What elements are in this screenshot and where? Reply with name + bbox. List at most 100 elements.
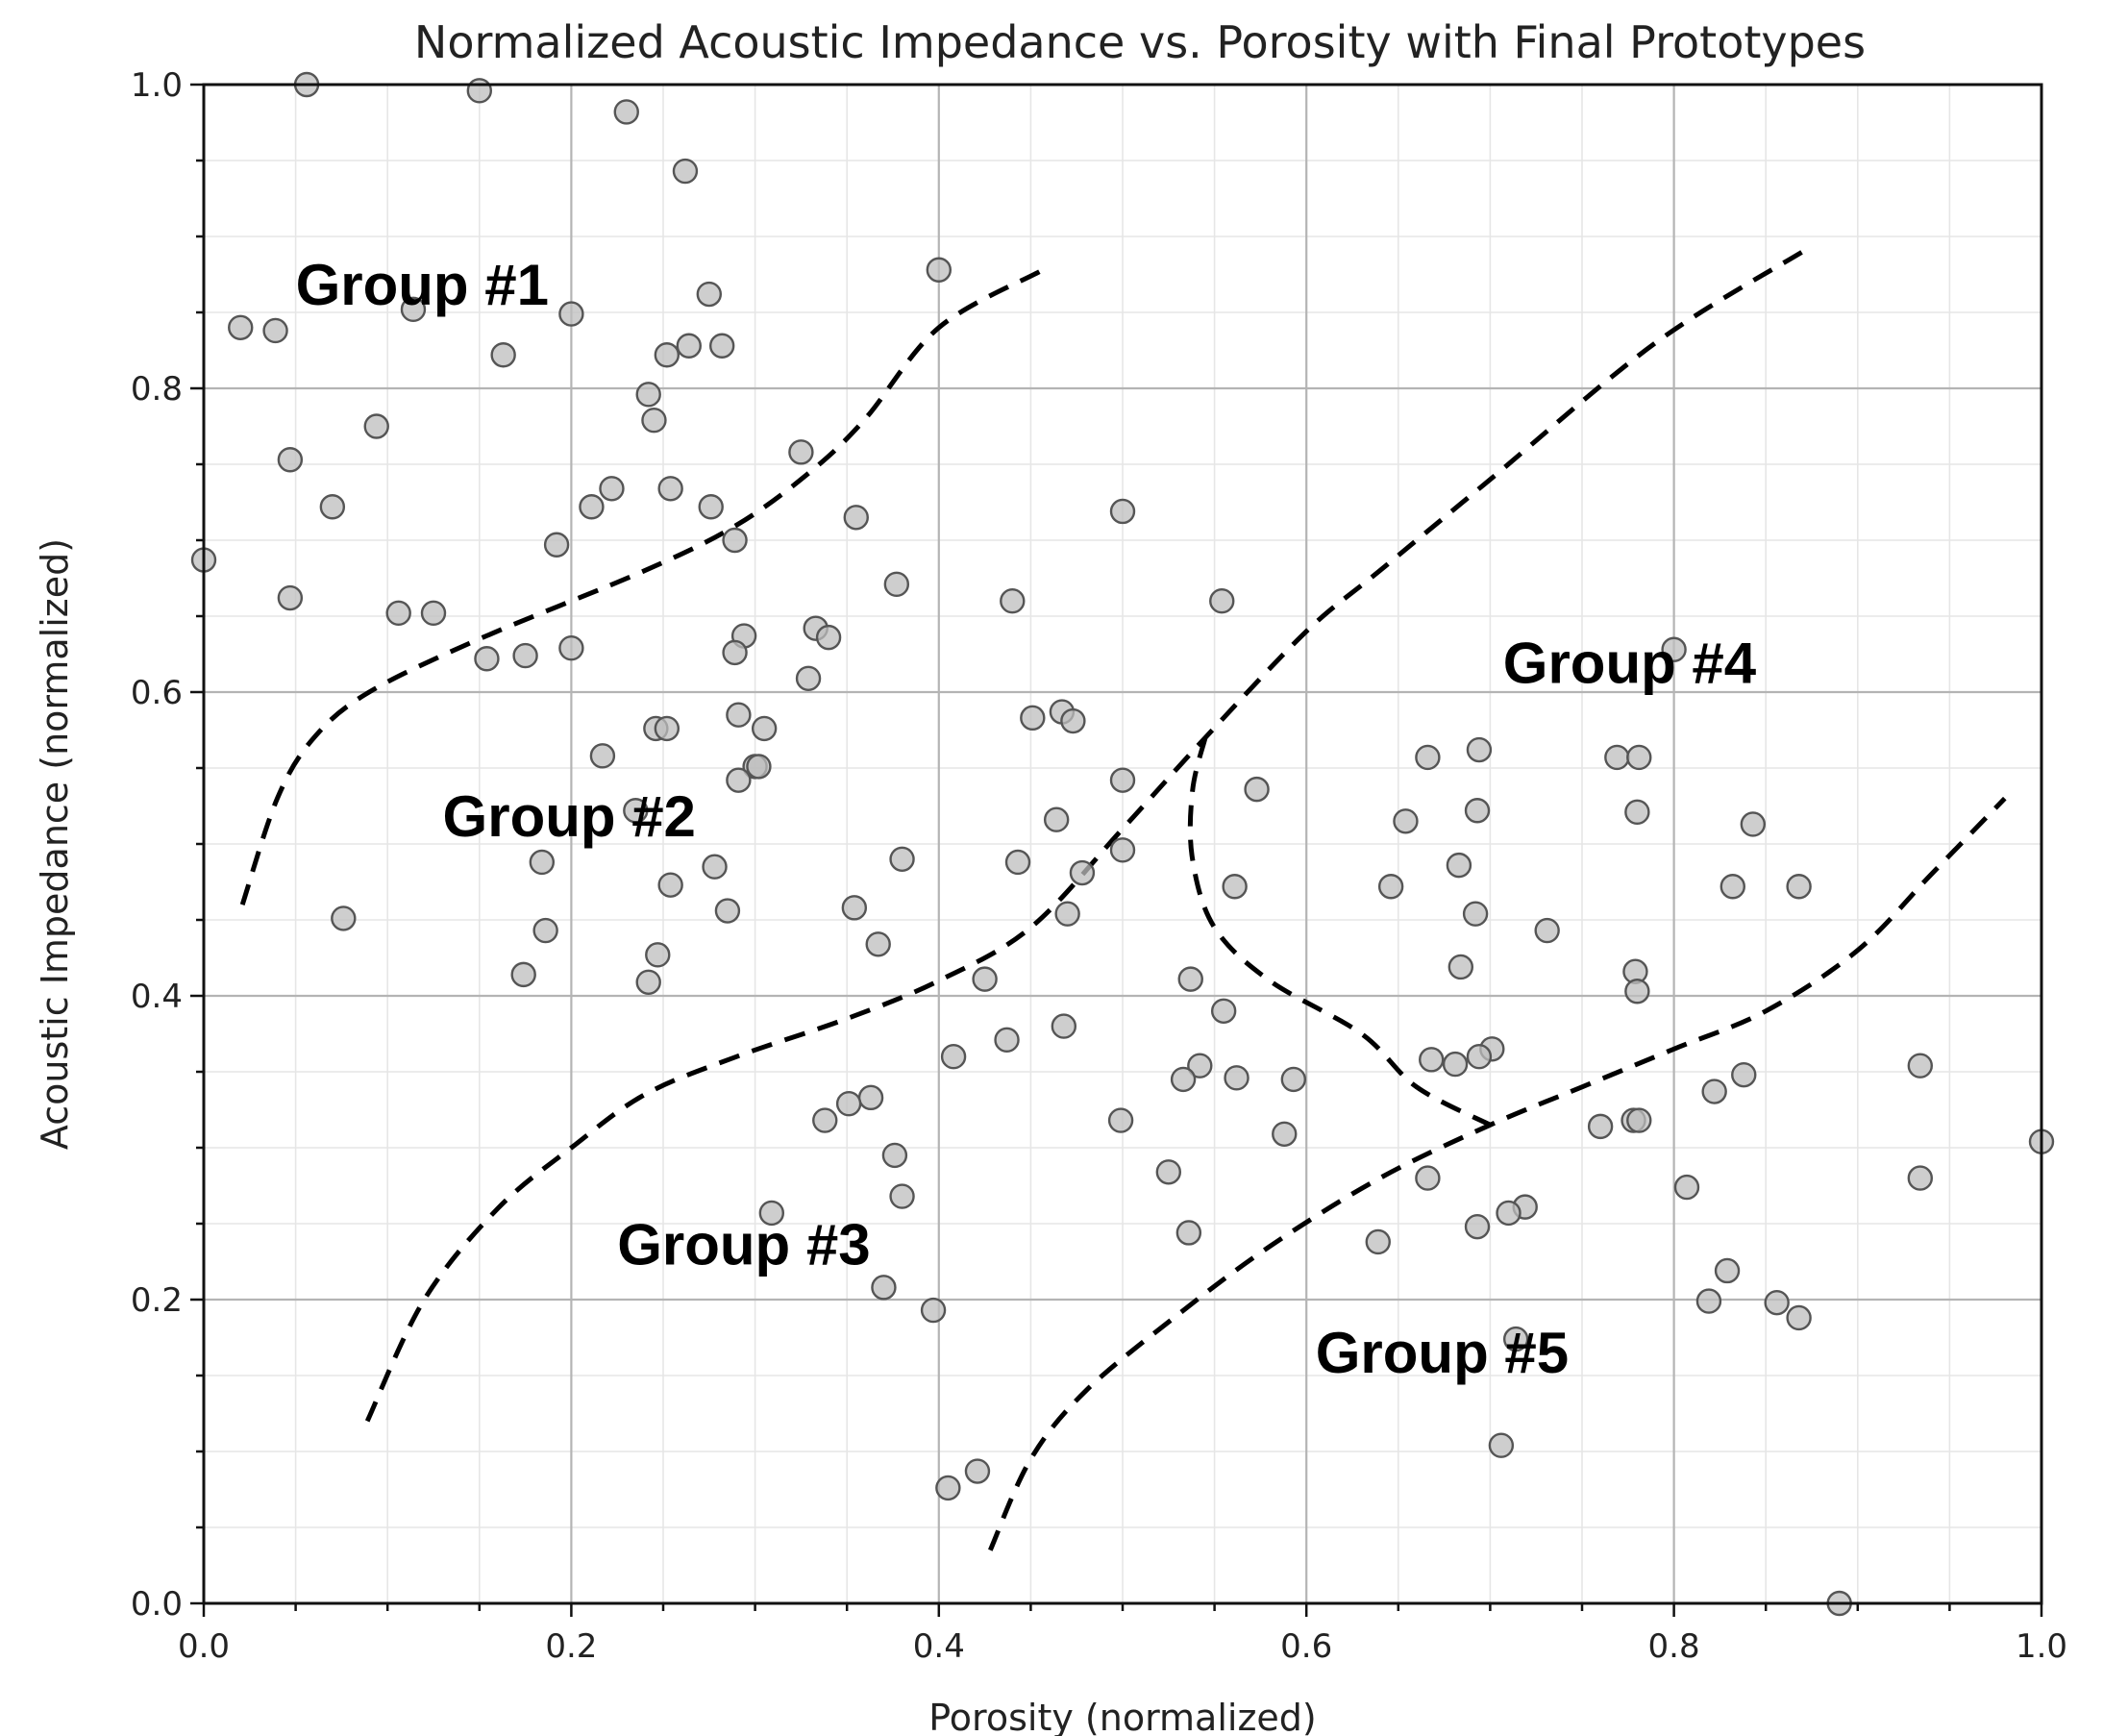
data-point <box>726 767 752 793</box>
data-point <box>1415 1165 1441 1191</box>
data-point <box>1786 1304 1812 1331</box>
data-point <box>1222 874 1248 900</box>
data-point <box>889 1183 915 1209</box>
data-point <box>558 301 584 327</box>
data-point <box>676 333 702 359</box>
data-point <box>722 527 748 554</box>
data-point <box>1786 874 1812 900</box>
data-point <box>1626 1107 1652 1133</box>
data-point <box>635 969 661 995</box>
axis-ticks: 0.0 0.2 0.4 0.6 0.8 1.0 0.0 0.2 0.4 0.6 0.8 1.0 <box>131 66 2067 1666</box>
data-point <box>1502 1326 1529 1352</box>
data-point <box>319 494 346 520</box>
data-point <box>1187 1053 1213 1079</box>
data-point <box>1731 1061 1757 1088</box>
data-point <box>1107 1107 1134 1133</box>
data-point <box>1624 979 1650 1004</box>
data-point <box>835 1090 862 1117</box>
data-points <box>190 71 2055 1617</box>
data-point <box>841 895 868 921</box>
data-point <box>1000 588 1026 614</box>
data-point <box>726 702 752 728</box>
y-axis-label: Acoustic Impedance (normalized) <box>34 538 76 1150</box>
data-point <box>1224 1065 1249 1091</box>
data-point <box>277 447 304 473</box>
data-point <box>795 665 822 691</box>
x-tick-label: 0.4 <box>913 1627 965 1666</box>
data-point <box>843 505 869 531</box>
data-point <box>758 1200 785 1227</box>
group-label: Group #2 <box>443 784 696 849</box>
data-point <box>420 600 447 627</box>
group-label: Group #1 <box>296 253 549 317</box>
data-point <box>1464 798 1491 824</box>
data-point <box>935 1475 961 1501</box>
data-point <box>1740 811 1767 837</box>
data-point <box>1534 917 1560 944</box>
data-point <box>1377 874 1404 900</box>
group-boundaries <box>239 249 2007 1551</box>
data-point <box>1466 1043 1493 1070</box>
data-point <box>1170 1066 1197 1093</box>
data-point <box>558 634 584 661</box>
data-point <box>881 1142 908 1169</box>
data-point <box>1051 1013 1077 1039</box>
data-point <box>579 494 605 520</box>
group-label: Group #3 <box>617 1213 870 1277</box>
data-point <box>474 646 500 672</box>
data-point <box>532 917 558 944</box>
data-point <box>1462 901 1489 927</box>
data-point <box>1069 859 1096 886</box>
data-point <box>1907 1165 1934 1191</box>
data-point <box>654 342 680 368</box>
data-point <box>1210 998 1237 1025</box>
chart-title: Normalized Acoustic Impedance vs. Porosi… <box>414 16 1866 68</box>
data-point <box>331 905 357 931</box>
data-point <box>1054 901 1080 927</box>
data-point <box>751 715 778 742</box>
data-point <box>1109 767 1136 793</box>
data-point <box>972 966 998 992</box>
y-tick-label: 0.4 <box>131 978 183 1016</box>
y-tick-label: 0.8 <box>131 370 183 409</box>
data-point <box>815 624 842 651</box>
data-point <box>1764 1289 1790 1316</box>
data-point <box>920 1297 947 1324</box>
data-point <box>1060 707 1086 734</box>
data-point <box>228 314 254 340</box>
data-point <box>641 407 667 434</box>
y-tick-label: 0.0 <box>131 1585 183 1624</box>
data-point <box>1020 705 1046 732</box>
data-point <box>1004 849 1031 876</box>
x-tick-label: 0.6 <box>1280 1627 1332 1666</box>
data-point <box>1604 744 1630 771</box>
data-point <box>812 1107 838 1133</box>
data-point <box>714 898 741 924</box>
data-point <box>788 439 814 465</box>
data-point <box>672 158 699 185</box>
x-tick-label: 0.2 <box>545 1627 597 1666</box>
data-point <box>1393 808 1419 834</box>
data-point <box>1587 1113 1614 1140</box>
data-point <box>529 849 556 876</box>
data-point <box>1661 636 1687 662</box>
data-point <box>1109 837 1136 863</box>
data-point <box>510 961 536 988</box>
data-point <box>702 854 728 880</box>
data-point <box>599 476 625 502</box>
boundary-curve <box>239 269 1042 905</box>
data-point <box>926 257 952 283</box>
data-point <box>1446 852 1472 879</box>
data-point <box>466 78 492 104</box>
data-point <box>1442 1051 1469 1078</box>
data-point <box>1626 744 1652 771</box>
data-point <box>400 296 427 323</box>
data-point <box>865 931 891 957</box>
data-point <box>1244 776 1270 803</box>
data-point <box>363 413 389 439</box>
data-point <box>857 1084 884 1111</box>
data-point <box>1175 1220 1202 1246</box>
data-point <box>1673 1174 1700 1201</box>
data-point <box>1109 498 1136 525</box>
